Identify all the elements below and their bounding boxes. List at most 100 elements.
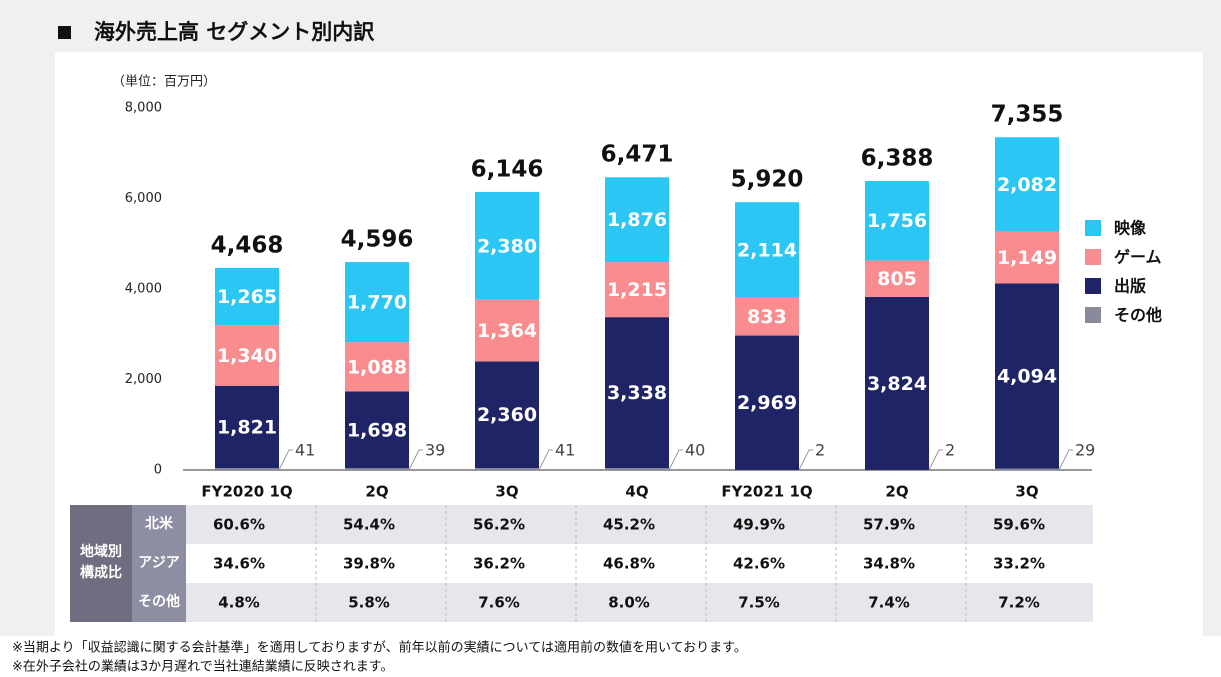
- table-group-header: [70, 505, 132, 622]
- total-label: 6,388: [861, 145, 934, 171]
- total-label: 4,468: [211, 232, 284, 258]
- value-label: 1,265: [217, 286, 277, 308]
- table-row-label: 北米: [145, 515, 174, 532]
- table-group-label: 構成比: [80, 564, 122, 581]
- bar-segment: [735, 297, 799, 336]
- legend-label: 出版: [1114, 277, 1146, 296]
- value-label: 1,698: [347, 419, 407, 441]
- value-label: 39: [425, 441, 445, 460]
- legend-swatch: [1085, 278, 1101, 294]
- value-label: 1,088: [347, 356, 407, 378]
- table-row-bg: [186, 505, 1093, 544]
- bar-segment: [865, 296, 929, 470]
- value-label: 4,094: [997, 366, 1057, 388]
- value-label: 1,364: [477, 320, 537, 342]
- table-row-label: その他: [138, 593, 180, 610]
- value-label: 1,149: [997, 247, 1057, 269]
- bar-segment: [475, 191, 539, 300]
- unit-label: （単位：百万円）: [112, 74, 216, 90]
- bar-segment: [345, 391, 409, 469]
- bar-segment: [345, 342, 409, 392]
- bar-segment: [215, 325, 279, 386]
- table-cell: 34.6%: [213, 555, 265, 573]
- bar-segment: [605, 177, 669, 263]
- table-cell: 56.2%: [473, 516, 525, 534]
- table-cell: 7.2%: [998, 594, 1040, 612]
- bar-segment: [475, 361, 539, 469]
- title-bullet: [58, 26, 71, 39]
- table-row-header: [132, 544, 186, 583]
- total-label: 4,596: [341, 227, 414, 253]
- y-tick-label: 6,000: [125, 191, 162, 206]
- chart-title: 海外売上高 セグメント別内訳: [94, 20, 375, 44]
- note: ※当期より「収益認識に関する会計基準」を適用しておりますが、前年以前の実績につい…: [12, 640, 747, 656]
- table-cell: 54.4%: [343, 516, 395, 534]
- value-label: 833: [747, 306, 787, 328]
- total-label: 5,920: [731, 167, 804, 193]
- bar-segment: [215, 385, 279, 469]
- bar-segment: [605, 262, 669, 318]
- table-cell: 34.8%: [863, 555, 915, 573]
- table-cell: 46.8%: [603, 555, 655, 573]
- value-label: 1,821: [217, 416, 277, 438]
- value-label: 41: [555, 441, 575, 460]
- x-tick-label: FY2020 1Q: [201, 483, 292, 501]
- leader-line: [928, 449, 943, 471]
- legend-label: 映像: [1114, 219, 1147, 238]
- bar-segment: [995, 283, 1059, 469]
- x-tick-label: 2Q: [885, 483, 908, 501]
- value-label: 1,756: [867, 210, 927, 232]
- total-label: 6,146: [471, 156, 544, 182]
- value-label: 1,770: [347, 292, 407, 314]
- bar-segment: [865, 180, 929, 261]
- table-cell: 42.6%: [733, 555, 785, 573]
- x-tick-label: 3Q: [495, 483, 518, 501]
- table-cell: 8.0%: [608, 594, 650, 612]
- bar-segment: [475, 299, 539, 362]
- value-label: 1,340: [217, 345, 277, 367]
- value-label: 2,360: [477, 404, 537, 426]
- table-cell: 7.6%: [478, 594, 520, 612]
- leader-line: [538, 449, 553, 471]
- value-label: 805: [877, 268, 917, 290]
- value-label: 1,215: [607, 279, 667, 301]
- notes-area: [0, 636, 1221, 677]
- table-row-bg: [186, 544, 1093, 583]
- bar-segment: [475, 468, 539, 470]
- y-tick-label: 8,000: [125, 101, 162, 116]
- x-tick-label: 3Q: [1015, 483, 1038, 501]
- table-cell: 49.9%: [733, 516, 785, 534]
- value-label: 2,969: [737, 392, 797, 414]
- bar-segment: [605, 468, 669, 470]
- x-tick-label: 2Q: [365, 483, 388, 501]
- table-cell: 7.5%: [738, 594, 780, 612]
- table-cell: 7.4%: [868, 594, 910, 612]
- bar-segment: [215, 267, 279, 326]
- value-label: 3,338: [607, 382, 667, 404]
- bar-segment: [995, 468, 1059, 470]
- total-label: 7,355: [991, 102, 1064, 128]
- bar-segment: [605, 317, 669, 469]
- total-label: 6,471: [601, 142, 674, 168]
- table-cell: 39.8%: [343, 555, 395, 573]
- value-label: 3,824: [867, 373, 927, 395]
- leader-line: [278, 449, 293, 471]
- table-cell: 57.9%: [863, 516, 915, 534]
- table-group-label: 地域別: [80, 543, 122, 560]
- table-row-label: アジア: [138, 555, 179, 571]
- x-tick-label: FY2021 1Q: [721, 483, 812, 501]
- table-cell: 45.2%: [603, 516, 655, 534]
- bar-segment: [995, 137, 1059, 232]
- value-label: 2,082: [997, 174, 1057, 196]
- value-label: 29: [1075, 441, 1095, 460]
- leader-line: [798, 449, 813, 471]
- table-cell: 5.8%: [348, 594, 390, 612]
- bar-segment: [735, 202, 799, 298]
- y-tick-label: 0: [154, 463, 162, 478]
- table-cell: 59.6%: [993, 516, 1045, 534]
- x-tick-label: 4Q: [625, 483, 648, 501]
- value-label: 1,876: [607, 209, 667, 231]
- bar-segment: [735, 335, 799, 470]
